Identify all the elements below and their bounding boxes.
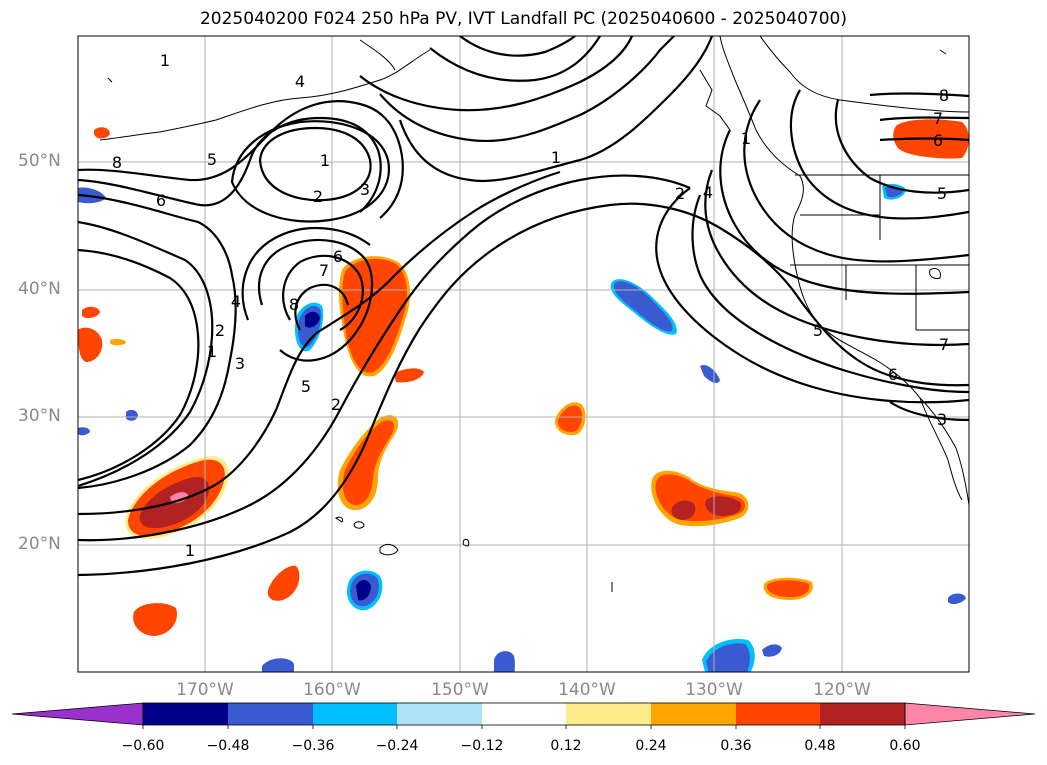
colorbar-tick: 0.36 bbox=[720, 738, 752, 754]
contour-label: 1 bbox=[207, 342, 217, 361]
contour-label: 4 bbox=[295, 72, 305, 91]
contour-label: 3 bbox=[235, 354, 245, 373]
colorbar-tick: 0.12 bbox=[550, 738, 582, 754]
lat-label-50n: 50°N bbox=[18, 151, 61, 171]
contour-label: 5 bbox=[207, 150, 217, 169]
pos-anomaly-9 bbox=[267, 565, 300, 601]
colorbar-tick: 0.24 bbox=[635, 738, 667, 754]
contour-label: 2 bbox=[675, 184, 685, 203]
contour-label: 7 bbox=[319, 261, 329, 280]
contour-label: 8 bbox=[939, 86, 949, 105]
contour-label: 6 bbox=[933, 131, 943, 150]
colorbar-high-extend bbox=[904, 702, 1036, 726]
contour-label: 6 bbox=[888, 365, 898, 384]
lat-label-40n: 40°N bbox=[18, 279, 61, 299]
colorbar-segment bbox=[143, 703, 228, 725]
neg-anomaly-10 bbox=[948, 593, 966, 605]
colorbar-tick: −0.24 bbox=[375, 738, 419, 754]
contour-label: 2 bbox=[215, 321, 225, 340]
neg-anomaly-11 bbox=[126, 409, 138, 421]
pos-anomaly-14 bbox=[110, 339, 126, 346]
colorbar-segment bbox=[482, 703, 566, 725]
contour-label: 4 bbox=[703, 183, 713, 202]
contour-label: 8 bbox=[112, 153, 122, 172]
colorbar-segment bbox=[736, 703, 820, 725]
pos-anomaly-13 bbox=[94, 127, 110, 139]
contour-label: 1 bbox=[160, 51, 170, 70]
pos-anomaly-5b bbox=[557, 405, 583, 432]
lat-label-30n: 30°N bbox=[18, 406, 61, 426]
contour-labels: 1 4 5 8 6 1 2 3 6 7 4 2 1 3 8 5 2 1 1 2 … bbox=[112, 51, 949, 560]
map-title: 2025040200 F024 250 hPa PV, IVT Landfall… bbox=[199, 9, 847, 29]
pos-anomaly-11 bbox=[394, 368, 424, 383]
neg-anomaly-12 bbox=[262, 658, 294, 672]
lat-label-20n: 20°N bbox=[18, 534, 61, 554]
pos-anomaly-3b bbox=[342, 420, 394, 505]
colorbar-tick: −0.60 bbox=[121, 738, 165, 754]
pos-anomaly-10 bbox=[78, 327, 103, 362]
colorbar-segment bbox=[820, 703, 905, 725]
shaded-field bbox=[78, 119, 969, 672]
pos-anomaly-7b bbox=[766, 580, 810, 597]
colorbar-tick: −0.48 bbox=[206, 738, 250, 754]
contour-label: 7 bbox=[939, 335, 949, 354]
colorbar-segment bbox=[397, 703, 482, 725]
contour-label: 7 bbox=[933, 109, 943, 128]
neg-anomaly-4b bbox=[706, 643, 750, 672]
contour-label: 1 bbox=[320, 151, 330, 170]
lon-label-140w: 140°W bbox=[558, 680, 616, 700]
neg-anomaly-1c bbox=[305, 311, 320, 328]
contour-label: 6 bbox=[333, 247, 343, 266]
neg-anomaly-8 bbox=[700, 364, 720, 383]
colorbar-segment bbox=[228, 703, 313, 725]
colorbar-tick: −0.12 bbox=[460, 738, 504, 754]
pos-anomaly-1d bbox=[170, 492, 188, 504]
lon-label-150w: 150°W bbox=[431, 680, 489, 700]
lon-label-120w: 120°W bbox=[813, 680, 871, 700]
contour-label: 8 bbox=[289, 295, 299, 314]
colorbar-low-extend bbox=[11, 702, 144, 726]
contour-label: 6 bbox=[156, 191, 166, 210]
contour-label: 1 bbox=[741, 129, 751, 148]
colorbar bbox=[11, 702, 1036, 729]
lon-label-170w: 170°W bbox=[176, 680, 234, 700]
neg-anomaly-13 bbox=[78, 427, 90, 436]
contour-label: 4 bbox=[231, 292, 241, 311]
pos-anomaly-8 bbox=[133, 603, 178, 636]
pos-anomaly-2b bbox=[342, 258, 408, 373]
contour-label: 3 bbox=[937, 410, 947, 429]
contour-label: 2 bbox=[313, 187, 323, 206]
neg-anomaly-5 bbox=[494, 651, 515, 672]
neg-anomaly-9 bbox=[762, 644, 782, 657]
pv-contours bbox=[78, 36, 969, 577]
colorbar-tick: 0.60 bbox=[889, 738, 921, 754]
contour-label: 2 bbox=[331, 395, 341, 414]
neg-anomaly-2b bbox=[613, 281, 673, 332]
contour-label: 5 bbox=[937, 184, 947, 203]
colorbar-tick: 0.48 bbox=[804, 738, 836, 754]
contour-label: 3 bbox=[360, 180, 370, 199]
colorbar-segment bbox=[651, 703, 736, 725]
contour-label: 1 bbox=[551, 148, 561, 167]
colorbar-segment bbox=[566, 703, 651, 725]
lon-label-160w: 160°W bbox=[303, 680, 361, 700]
colorbar-outline bbox=[142, 702, 906, 726]
pos-anomaly-12 bbox=[82, 306, 100, 319]
coastlines bbox=[99, 36, 969, 592]
contour-label: 1 bbox=[185, 541, 195, 560]
lon-label-130w: 130°W bbox=[685, 680, 743, 700]
neg-anomaly-3c bbox=[356, 580, 371, 601]
plot-frame bbox=[77, 35, 970, 673]
contour-label: 5 bbox=[813, 321, 823, 340]
colorbar-segment bbox=[313, 703, 397, 725]
pos-anomaly-4c bbox=[671, 500, 696, 520]
colorbar-tick: −0.36 bbox=[291, 738, 335, 754]
contour-label: 5 bbox=[301, 377, 311, 396]
